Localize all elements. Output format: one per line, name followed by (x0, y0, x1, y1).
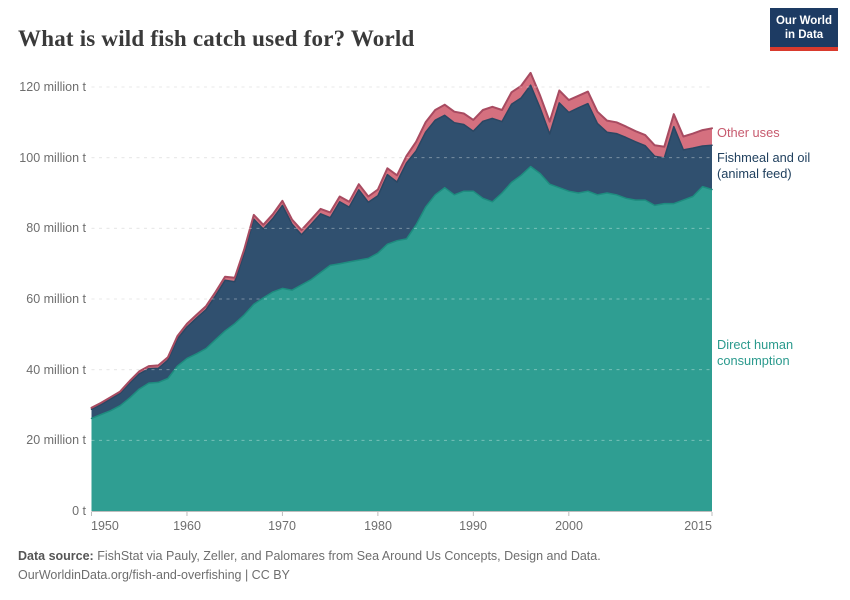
legend-direct-line1: Direct human (717, 337, 794, 352)
y-axis-label-120m: 120 million t (19, 80, 86, 94)
x-axis-label-1950: 1950 (91, 519, 119, 533)
data-source-text: FishStat via Pauly, Zeller, and Palomare… (93, 549, 601, 563)
x-axis-label-2000: 2000 (555, 519, 583, 533)
x-axis-label-1970: 1970 (268, 519, 296, 533)
gridlines-overlay (91, 86, 712, 441)
x-axis-label-1960: 1960 (173, 519, 201, 533)
y-axis-label-80m: 80 million t (26, 221, 86, 235)
owid-logo-line2: in Data (784, 29, 824, 42)
legend-fishmeal: Fishmeal and oil (animal feed) (717, 150, 810, 181)
area-direct-human-consumption[interactable] (91, 166, 713, 512)
y-axis-label-20m: 20 million t (26, 433, 86, 447)
area-fishmeal-and-oil-animal-feed[interactable] (91, 85, 713, 419)
legend-other-uses-label: Other uses (717, 125, 780, 140)
legend-fishmeal-line1: Fishmeal and oil (717, 150, 811, 165)
owid-logo[interactable]: Our World in Data (770, 8, 838, 52)
data-source-line: Data source: FishStat via Pauly, Zeller,… (18, 547, 601, 566)
legend-direct-consumption: Direct human consumption (717, 337, 793, 368)
x-axis-label-2015: 2015 (684, 519, 712, 533)
line-fishmeal-and-oil-animal-feed (90, 84, 713, 410)
y-axis-label-0: 0 t (72, 504, 86, 518)
y-axis-label-40m: 40 million t (26, 363, 86, 377)
x-axis-label-1980: 1980 (364, 519, 392, 533)
chart-footer: Data source: FishStat via Pauly, Zeller,… (18, 547, 601, 585)
legend-fishmeal-line2: (animal feed) (717, 165, 792, 181)
owid-url-line[interactable]: OurWorldinData.org/fish-and-overfishing … (18, 568, 290, 582)
y-axis-label-100m: 100 million t (19, 151, 86, 165)
y-axis-label-60m: 60 million t (26, 292, 86, 306)
owid-logo-line1: Our World (775, 15, 832, 27)
legend-direct-line2: consumption (717, 352, 790, 368)
legend-other-uses: Other uses (717, 125, 780, 141)
line-other-uses (90, 71, 713, 409)
line-direct-human-consumption (90, 165, 713, 420)
page-title: What is wild fish catch used for? World (18, 26, 415, 52)
data-source-label: Data source: (18, 549, 94, 563)
x-axis-label-1990: 1990 (459, 519, 487, 533)
